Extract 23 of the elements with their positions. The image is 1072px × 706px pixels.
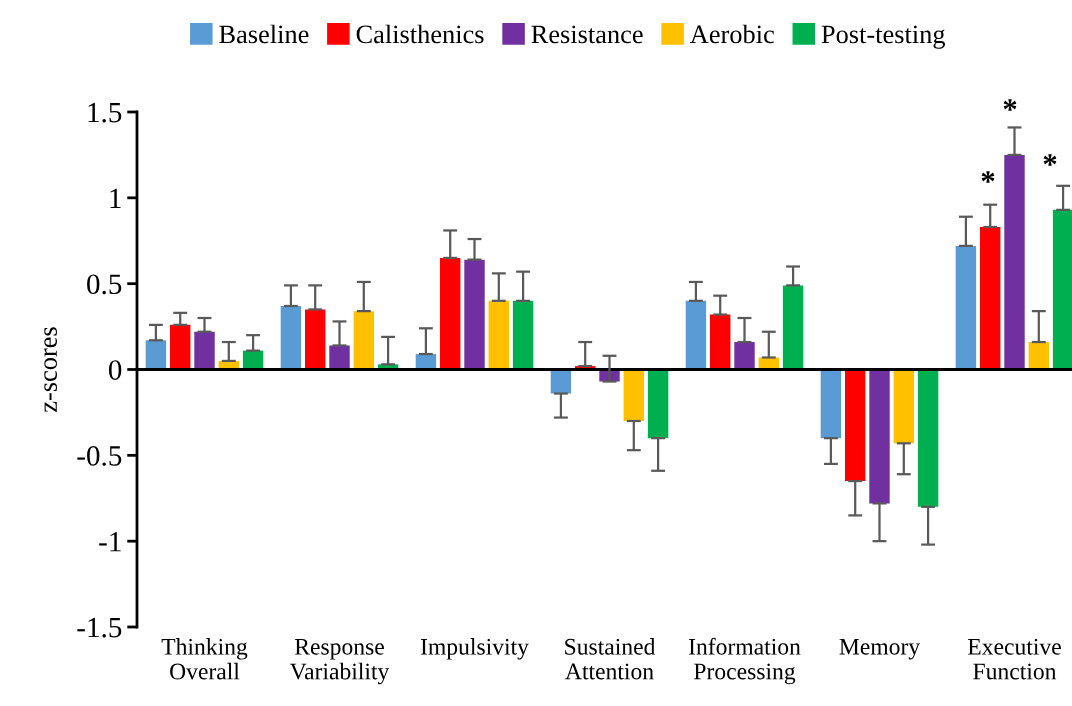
- legend-label: Resistance: [531, 25, 643, 44]
- legend-label: Aerobic: [690, 24, 774, 44]
- x-tick-label: Information Processing: [688, 637, 801, 685]
- x-tick-label: Response Variability: [289, 639, 390, 685]
- y-tick-label: 1.5: [88, 102, 122, 123]
- annotation: *: [981, 171, 995, 183]
- legend-label: Calisthenics: [356, 24, 484, 44]
- legend-label: Baseline: [219, 24, 309, 44]
- legend-label: Post-testing: [821, 25, 946, 49]
- y-tick-label: -0.5: [77, 446, 122, 466]
- x-tick-label: Memory: [839, 638, 921, 660]
- x-tick-label: Executive Function: [967, 638, 1061, 680]
- y-tick-label: 0.5: [87, 274, 122, 295]
- y-tick-label: -1.5: [77, 617, 122, 638]
- x-tick-label: Thinking Overall: [161, 638, 248, 680]
- y-axis-title: z-scores: [44, 327, 57, 413]
- text: *: [1003, 99, 1017, 111]
- x-tick-label: Impulsivity: [420, 638, 529, 660]
- y-tick-label: 1: [110, 188, 121, 208]
- annotation: *: [1043, 154, 1057, 166]
- y-tick-label: -1: [99, 532, 121, 552]
- x-tick-label: Sustained Attention: [565, 638, 656, 680]
- y-tick-label: 0: [108, 360, 122, 380]
